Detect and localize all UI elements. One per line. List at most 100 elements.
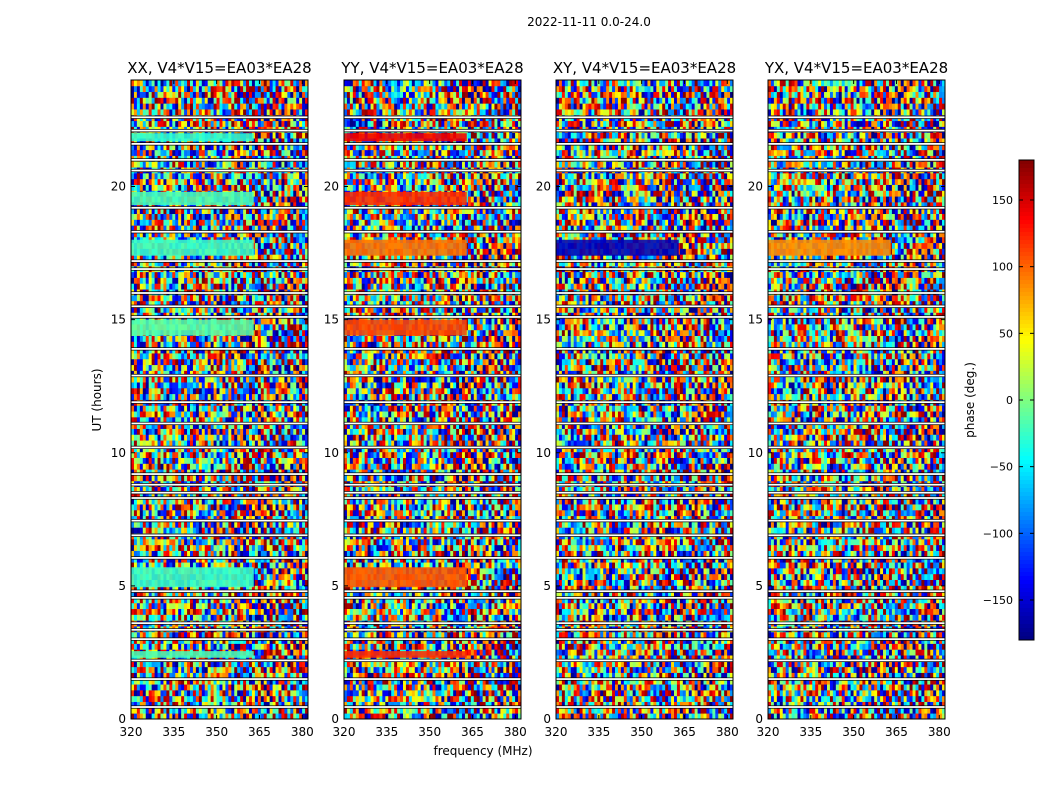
panel-title: YX, V4*V15=EA03*EA28 [764, 59, 948, 77]
flag-gap [768, 206, 945, 209]
flag-gap [131, 678, 308, 680]
colorbar-segment [1019, 356, 1034, 361]
flag-gap [344, 305, 521, 308]
colorbar-segment [1019, 340, 1034, 345]
flag-gap [131, 638, 308, 641]
colorbar-segment [1019, 224, 1034, 229]
flag-gap [344, 622, 521, 625]
x-axis-label: frequency (MHz) [433, 744, 532, 758]
x-tick-label: 320 [120, 725, 143, 739]
coherent-band [131, 319, 254, 336]
flag-gap [556, 316, 733, 318]
colorbar-segment [1019, 572, 1034, 577]
x-tick-label: 380 [504, 725, 527, 739]
colorbar-segment [1019, 504, 1034, 509]
flag-gap [768, 519, 945, 522]
flag-gap [344, 638, 521, 641]
colorbar-segment [1019, 324, 1034, 329]
colorbar-segment [1019, 288, 1034, 293]
flag-gap [344, 596, 521, 599]
colorbar-segment [1019, 212, 1034, 217]
colorbar-segment [1019, 596, 1034, 601]
colorbar-segment [1019, 576, 1034, 581]
flag-gap [768, 260, 945, 262]
panel-frame [343, 79, 522, 720]
flag-gap [768, 230, 945, 233]
flag-gap [131, 446, 308, 449]
panel-title: XY, V4*V15=EA03*EA28 [553, 59, 736, 77]
flag-gap [344, 519, 521, 522]
colorbar-segment [1019, 444, 1034, 449]
colorbar-segment [1019, 416, 1034, 421]
flag-gap [344, 206, 521, 209]
colorbar: 150 100 50 0 −50 −100 −150 [983, 159, 1035, 641]
colorbar-segment [1019, 568, 1034, 573]
y-tick-label: 20 [536, 180, 551, 194]
colorbar-segment [1019, 220, 1034, 225]
flag-gap [556, 292, 733, 294]
y-tick-label: 5 [118, 579, 126, 593]
colorbar-segment [1019, 252, 1034, 257]
figure-suptitle: 2022-11-11 0.0-24.0 [527, 15, 651, 29]
flag-gap [768, 446, 945, 449]
colorbar-segment [1019, 632, 1034, 637]
flag-gap [344, 158, 521, 161]
flag-gap [768, 116, 945, 119]
x-tick-label: 365 [885, 725, 908, 739]
flag-gap [344, 268, 521, 270]
flag-gap [131, 596, 308, 599]
x-tick-label: 320 [757, 725, 780, 739]
heatmap-yy [344, 80, 521, 719]
y-tick-label: 5 [331, 579, 339, 593]
flag-gap [768, 706, 945, 708]
colorbar-segment [1019, 552, 1034, 557]
colorbar-segment [1019, 404, 1034, 409]
colorbar-segment [1019, 580, 1034, 585]
y-tick-label: 15 [324, 313, 339, 327]
colorbar-segment [1019, 196, 1034, 201]
flag-gap [344, 628, 521, 631]
flag-gap [131, 316, 308, 318]
colorbar-segment [1019, 448, 1034, 453]
y-tick-label: 15 [748, 313, 763, 327]
x-tick-label: 335 [587, 725, 610, 739]
colorbar-segment [1019, 360, 1034, 365]
colorbar-segment [1019, 496, 1034, 501]
y-tick-label: 5 [755, 579, 763, 593]
colorbar-segment [1019, 188, 1034, 193]
coherent-band [344, 191, 467, 206]
flag-gap [131, 158, 308, 161]
colorbar-segment [1019, 516, 1034, 521]
colorbar-segment [1019, 636, 1034, 641]
panel-title: XX, V4*V15=EA03*EA28 [127, 59, 311, 77]
y-tick-label: 10 [111, 446, 126, 460]
colorbar-segment [1019, 392, 1034, 397]
flag-gap [768, 638, 945, 641]
panel-yy: YY, V4*V15=EA03*EA28 320 335 350 365 380 0 5 10 1… [324, 59, 527, 739]
x-tick-label: 365 [673, 725, 696, 739]
heatmap-xy [556, 80, 733, 719]
flag-gap [344, 143, 521, 145]
y-tick-label: 10 [324, 446, 339, 460]
colorbar-label: phase (deg.) [963, 362, 977, 438]
flag-gap [768, 590, 945, 593]
colorbar-tick-label: 150 [992, 194, 1013, 207]
flag-gap [768, 557, 945, 559]
flag-gap [131, 206, 308, 209]
y-tick-label: 10 [748, 446, 763, 460]
x-tick-label: 335 [162, 725, 185, 739]
colorbar-segment [1019, 320, 1034, 325]
colorbar-segment [1019, 272, 1034, 277]
coherent-band [768, 239, 891, 256]
colorbar-segment [1019, 328, 1034, 333]
flag-gap [131, 491, 308, 494]
flag-gap [344, 497, 521, 499]
coherent-band [344, 319, 467, 336]
colorbar-segment [1019, 624, 1034, 629]
flag-gap [556, 590, 733, 593]
flag-gap [131, 622, 308, 625]
flag-gap [344, 169, 521, 172]
flag-gap [344, 534, 521, 537]
flag-gap [131, 422, 308, 425]
